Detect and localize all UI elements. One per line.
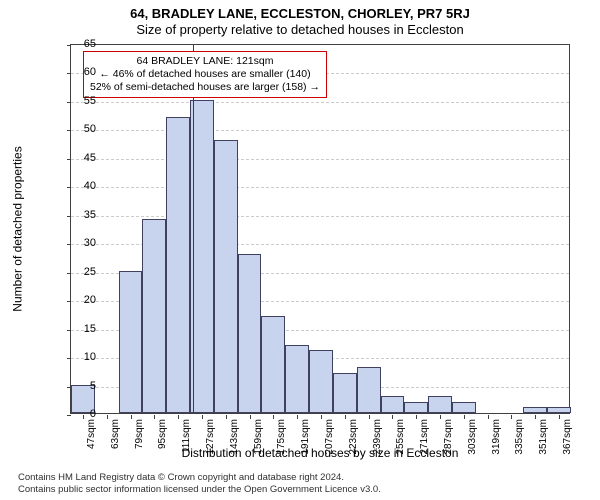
histogram-bar (285, 345, 309, 413)
page-title: 64, BRADLEY LANE, ECCLESTON, CHORLEY, PR… (0, 6, 600, 21)
x-tick (178, 415, 179, 419)
y-tick-label: 45 (68, 152, 96, 164)
plot-outer: 47sqm63sqm79sqm95sqm111sqm127sqm143sqm15… (70, 44, 570, 414)
y-tick-label: 60 (68, 66, 96, 78)
x-tick (511, 415, 512, 419)
gridline (71, 102, 569, 103)
footer-line: Contains HM Land Registry data © Crown c… (18, 472, 381, 484)
annotation-line: 52% of semi-detached houses are larger (… (90, 81, 320, 94)
histogram-bar (214, 140, 238, 413)
x-tick (345, 415, 346, 419)
histogram-bar (523, 407, 547, 413)
gridline (71, 159, 569, 160)
x-tick (416, 415, 417, 419)
histogram-bar (309, 350, 333, 413)
x-tick (559, 415, 560, 419)
y-tick-label: 40 (68, 180, 96, 192)
histogram-bar (142, 219, 166, 413)
gridline (71, 216, 569, 217)
x-tick (440, 415, 441, 419)
annotation-line: 64 BRADLEY LANE: 121sqm (90, 55, 320, 68)
histogram-bar (404, 402, 428, 413)
annotation-box: 64 BRADLEY LANE: 121sqm← 46% of detached… (83, 51, 327, 98)
x-tick (464, 415, 465, 419)
histogram-bar (261, 316, 285, 413)
y-tick-label: 30 (68, 237, 96, 249)
reference-line (193, 45, 194, 413)
y-tick-label: 15 (68, 323, 96, 335)
x-tick (369, 415, 370, 419)
x-tick-label: 47sqm (86, 419, 97, 449)
x-tick (107, 415, 108, 419)
plot-area: 47sqm63sqm79sqm95sqm111sqm127sqm143sqm15… (70, 44, 570, 414)
y-tick-label: 35 (68, 209, 96, 221)
gridline (71, 130, 569, 131)
y-tick-label: 55 (68, 95, 96, 107)
y-tick-label: 5 (68, 380, 96, 392)
x-tick (131, 415, 132, 419)
histogram-bar (238, 254, 262, 413)
x-tick (154, 415, 155, 419)
x-axis-label: Distribution of detached houses by size … (70, 446, 570, 460)
y-tick-label: 20 (68, 294, 96, 306)
chart-container: 64, BRADLEY LANE, ECCLESTON, CHORLEY, PR… (0, 0, 600, 500)
x-tick (392, 415, 393, 419)
footer-line: Contains public sector information licen… (18, 484, 381, 496)
histogram-bar (452, 402, 476, 413)
x-tick (250, 415, 251, 419)
x-tick-label: 95sqm (157, 419, 168, 449)
y-tick-label: 0 (68, 408, 96, 420)
y-tick-label: 25 (68, 266, 96, 278)
x-tick (226, 415, 227, 419)
x-tick (297, 415, 298, 419)
histogram-bar (547, 407, 571, 413)
x-tick-label: 63sqm (110, 419, 121, 449)
y-tick-label: 65 (68, 38, 96, 50)
x-tick (488, 415, 489, 419)
x-tick (202, 415, 203, 419)
y-tick-label: 50 (68, 123, 96, 135)
histogram-bar (333, 373, 357, 413)
chart-subtitle: Size of property relative to detached ho… (0, 22, 600, 37)
y-axis-label: Number of detached properties (10, 44, 26, 414)
histogram-bar (381, 396, 405, 413)
histogram-bar (166, 117, 190, 413)
histogram-bar (357, 367, 381, 413)
x-tick (321, 415, 322, 419)
x-tick (535, 415, 536, 419)
x-tick-label: 79sqm (134, 419, 145, 449)
histogram-bar (119, 271, 143, 413)
footer-attribution: Contains HM Land Registry data © Crown c… (18, 472, 381, 496)
x-tick (273, 415, 274, 419)
gridline (71, 187, 569, 188)
y-tick-label: 10 (68, 351, 96, 363)
annotation-line: ← 46% of detached houses are smaller (14… (90, 68, 320, 81)
histogram-bar (428, 396, 452, 413)
